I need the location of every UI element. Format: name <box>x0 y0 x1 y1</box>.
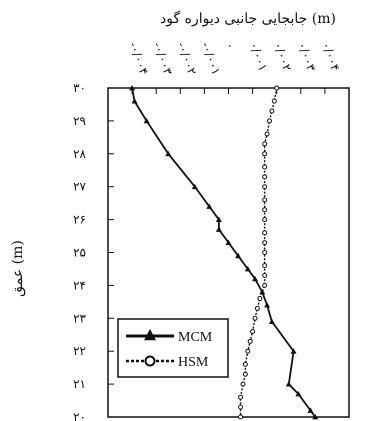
data-point <box>240 381 246 387</box>
data-point <box>312 414 319 420</box>
x-tick-label: ۰/۰۰۱ <box>247 40 270 73</box>
y-tick-label: ۲۰ <box>73 410 86 421</box>
data-point <box>274 85 280 91</box>
y-tick-label: ۲۵ <box>73 246 86 260</box>
series-layer <box>129 85 319 420</box>
y-ticks: ۳۰ ۲۹ ۲۸ ۲۷ ۲۶ ۲۵ ۲۴ ۲۳ ۲۲ ۲۱ ۲۰ <box>73 81 114 421</box>
y-tick-label: ۲۶ <box>73 213 86 227</box>
y-tick-label: ۳۰ <box>73 81 86 95</box>
y-axis-label: عمق (m) <box>10 240 26 297</box>
y-tick-label: ۲۱ <box>73 377 86 391</box>
data-point <box>262 164 268 170</box>
data-point <box>238 404 244 410</box>
y-tick-label: ۲۹ <box>73 114 86 128</box>
data-point <box>262 250 268 255</box>
data-point <box>254 305 260 311</box>
y-tick-label: ۲۲ <box>73 344 86 358</box>
data-point <box>262 151 268 157</box>
x-tick-label: -۰/۰۰۴ <box>126 40 151 77</box>
data-point <box>191 183 198 190</box>
data-point <box>262 174 268 180</box>
legend-box <box>117 318 229 378</box>
series-line-mcm <box>131 87 317 418</box>
legend-label: MCM <box>178 330 213 345</box>
series-mcm <box>129 85 319 420</box>
data-point <box>225 239 232 246</box>
y-tick-label: ۲۳ <box>73 311 86 325</box>
data-point <box>245 348 251 354</box>
data-point <box>268 318 275 324</box>
legend-entry-hsm: HSM <box>126 355 209 370</box>
data-point <box>262 217 268 223</box>
data-point <box>266 118 272 124</box>
data-point <box>244 265 251 272</box>
data-point <box>143 117 150 124</box>
data-point <box>252 315 258 321</box>
data-point <box>206 203 213 209</box>
data-point <box>252 275 259 282</box>
legend: MCM HSM <box>117 318 229 378</box>
data-point <box>264 131 270 137</box>
legend-entry-mcm: MCM <box>126 329 213 345</box>
data-point <box>285 381 292 387</box>
data-point <box>242 371 248 377</box>
x-ticks: -۰/۰۰۴ -۰/۰۰۳ -۰/۰۰۲ -۰/۰۰۱ ۰ ۰/۰۰۱ ۰/۰۰۲ ۰/۰۰۳… <box>126 40 342 94</box>
data-point <box>262 240 268 246</box>
data-point <box>295 390 302 397</box>
data-point <box>290 348 297 354</box>
data-point <box>165 150 172 157</box>
data-point <box>271 98 277 104</box>
x-tick-label: -۰/۰۰۲ <box>174 40 199 77</box>
data-point <box>235 252 242 259</box>
data-point <box>238 394 244 400</box>
data-point <box>307 407 314 413</box>
x-tick-label: ۰ <box>223 40 238 51</box>
data-point <box>242 361 248 367</box>
data-point <box>262 273 268 279</box>
series-hsm <box>238 85 280 420</box>
data-point <box>269 108 275 114</box>
x-tick-label: ۰/۰۰۴ <box>319 40 342 73</box>
data-point <box>215 226 222 232</box>
x-tick-label: -۰/۰۰۳ <box>150 40 175 77</box>
data-point <box>262 263 268 269</box>
series-line-hsm <box>239 87 278 417</box>
data-point <box>262 207 268 213</box>
x-tick-label: -۰/۰۰۱ <box>199 40 224 77</box>
data-point <box>262 282 268 288</box>
data-point <box>247 338 253 344</box>
data-point <box>262 197 268 203</box>
chart-title: جابجایی جانبی دیواره گود (m) <box>160 10 336 27</box>
data-point <box>238 414 244 420</box>
x-tick-label: ۰/۰۰۳ <box>295 40 319 73</box>
data-point <box>264 302 271 308</box>
data-point <box>215 216 222 222</box>
data-point <box>262 230 268 236</box>
data-point <box>259 288 266 295</box>
y-tick-label: ۲۴ <box>73 278 86 292</box>
data-point <box>257 296 263 302</box>
data-point <box>131 98 138 104</box>
data-point <box>262 184 268 190</box>
data-point <box>262 141 268 147</box>
y-tick-label: ۲۸ <box>73 147 86 161</box>
legend-marker-triangle <box>144 329 156 341</box>
x-tick-label: ۰/۰۰۲ <box>271 40 294 73</box>
y-tick-label: ۲۷ <box>73 180 86 194</box>
data-point <box>129 85 136 91</box>
legend-label: HSM <box>178 355 209 370</box>
legend-marker-circle <box>144 355 156 367</box>
data-point <box>250 328 256 334</box>
